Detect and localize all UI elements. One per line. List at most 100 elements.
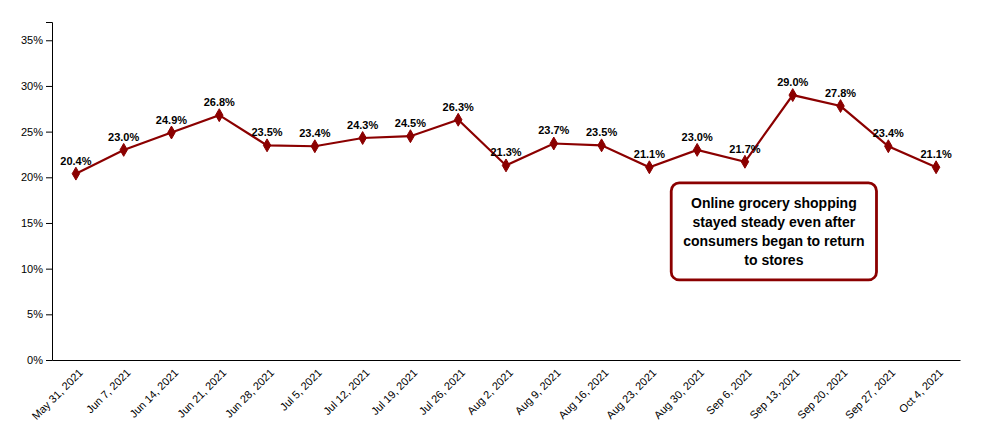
data-label: 23.7% bbox=[538, 124, 569, 136]
y-tick-label: 0% bbox=[27, 354, 43, 366]
x-tick-label: Jun 21, 2021 bbox=[175, 366, 228, 419]
marker bbox=[693, 143, 700, 156]
y-tick-mark bbox=[46, 314, 52, 315]
marker bbox=[789, 89, 796, 102]
x-tick-label: Sep 27, 2021 bbox=[843, 366, 898, 421]
marker bbox=[646, 161, 653, 174]
x-tick-label: Oct 4, 2021 bbox=[897, 366, 946, 415]
data-label: 26.8% bbox=[204, 96, 235, 108]
marker bbox=[837, 100, 844, 113]
x-tick-label: Aug 2, 2021 bbox=[465, 366, 515, 416]
y-tick: 20% bbox=[21, 171, 52, 183]
data-label: 26.3% bbox=[443, 101, 474, 113]
data-label: 23.0% bbox=[108, 131, 139, 143]
marker bbox=[263, 139, 270, 152]
x-tick: Jul 19, 2021 bbox=[369, 366, 420, 417]
y-tick-mark bbox=[46, 132, 52, 133]
x-tick-label: Jun 14, 2021 bbox=[127, 366, 180, 419]
data-label: 24.3% bbox=[347, 119, 378, 131]
x-tick-label: Jun 28, 2021 bbox=[223, 366, 276, 419]
y-tick: 25% bbox=[21, 126, 52, 138]
y-tick: 5% bbox=[27, 308, 52, 320]
y-tick-mark bbox=[46, 40, 52, 41]
marker bbox=[120, 143, 127, 156]
x-tick-label: Sep 13, 2021 bbox=[747, 366, 802, 421]
annotation-line: Online grocery shopping bbox=[691, 195, 857, 211]
chart: 0% 5% 10% 15% 20% 25% 30% 35% May 31, 2021Jun 7,… bbox=[0, 0, 984, 438]
x-tick: Aug 23, 2021 bbox=[604, 366, 659, 421]
x-tick: Sep 20, 2021 bbox=[795, 366, 850, 421]
marker bbox=[454, 113, 461, 126]
y-tick-mark bbox=[46, 269, 52, 270]
marker bbox=[168, 126, 175, 139]
y-tick-label: 10% bbox=[21, 263, 43, 275]
y-tick: 30% bbox=[21, 80, 52, 92]
data-label: 23.5% bbox=[251, 126, 282, 138]
data-label: 23.4% bbox=[299, 127, 330, 139]
x-tick-label: Sep 20, 2021 bbox=[795, 366, 850, 421]
x-tick-label: May 31, 2021 bbox=[29, 366, 85, 422]
x-tick: May 31, 2021 bbox=[29, 366, 85, 422]
x-tick: Jun 14, 2021 bbox=[127, 366, 180, 419]
y-tick-mark bbox=[46, 177, 52, 178]
y-tick: 0% bbox=[27, 354, 52, 366]
x-tick: Jul 12, 2021 bbox=[321, 366, 372, 417]
x-tick-label: Sep 6, 2021 bbox=[704, 366, 754, 416]
x-tick: Sep 27, 2021 bbox=[843, 366, 898, 421]
x-tick-label: Jul 19, 2021 bbox=[369, 366, 420, 417]
marker bbox=[72, 167, 79, 180]
x-tick: Jul 5, 2021 bbox=[277, 366, 324, 413]
x-tick: Jun 7, 2021 bbox=[84, 366, 133, 415]
data-label: 20.4% bbox=[60, 155, 91, 167]
annotation-text: Online grocery shoppingstayed steady eve… bbox=[683, 195, 864, 268]
marker bbox=[598, 139, 605, 152]
line bbox=[76, 95, 936, 174]
y-axis: 0% 5% 10% 15% 20% 25% 30% 35% bbox=[21, 23, 53, 367]
annotation-line: to stores bbox=[744, 252, 803, 268]
x-tick-label: Jul 5, 2021 bbox=[277, 366, 324, 413]
x-tick: Aug 16, 2021 bbox=[556, 366, 611, 421]
x-tick-label: Jul 26, 2021 bbox=[416, 366, 467, 417]
y-tick-label: 25% bbox=[21, 126, 43, 138]
y-tick-mark bbox=[46, 360, 52, 361]
data-label: 21.1% bbox=[921, 148, 952, 160]
y-tick-mark bbox=[46, 86, 52, 87]
x-tick-label: Jun 7, 2021 bbox=[84, 366, 133, 415]
y-tick-label: 15% bbox=[21, 217, 43, 229]
data-labels: 20.4%23.0%24.9%26.8%23.5%23.4%24.3%24.5%… bbox=[60, 76, 952, 167]
y-tick: 15% bbox=[21, 217, 52, 229]
data-label: 24.5% bbox=[395, 117, 426, 129]
y-tick-label: 5% bbox=[27, 308, 43, 320]
marker bbox=[407, 130, 414, 143]
x-tick-label: Aug 23, 2021 bbox=[604, 366, 659, 421]
y-tick-label: 35% bbox=[21, 34, 43, 46]
annotation-box bbox=[671, 183, 876, 280]
marker bbox=[741, 155, 748, 168]
x-tick-label: Aug 9, 2021 bbox=[512, 366, 562, 416]
data-label: 23.5% bbox=[586, 126, 617, 138]
marker bbox=[550, 137, 557, 150]
plot: 0% 5% 10% 15% 20% 25% 30% 35% May 31, 2021Jun 7,… bbox=[21, 23, 961, 422]
x-tick: Jun 21, 2021 bbox=[175, 366, 228, 419]
data-label: 21.7% bbox=[729, 143, 760, 155]
data-label: 27.8% bbox=[825, 87, 856, 99]
data-label: 23.0% bbox=[682, 131, 713, 143]
x-tick-label: Jul 12, 2021 bbox=[321, 366, 372, 417]
y-tick-label: 20% bbox=[21, 171, 43, 183]
x-tick: Sep 6, 2021 bbox=[704, 366, 754, 416]
marker bbox=[311, 140, 318, 153]
x-tick: Sep 13, 2021 bbox=[747, 366, 802, 421]
marks bbox=[72, 89, 940, 180]
marker bbox=[885, 140, 892, 153]
marker bbox=[216, 109, 223, 122]
x-tick: Oct 4, 2021 bbox=[897, 366, 946, 415]
x-axis-line bbox=[53, 360, 961, 361]
x-tick: Aug 9, 2021 bbox=[512, 366, 562, 416]
y-tick: 35% bbox=[21, 34, 52, 46]
y-axis-line bbox=[46, 23, 53, 361]
data-label: 29.0% bbox=[777, 76, 808, 88]
y-tick: 10% bbox=[21, 263, 52, 275]
data-label: 23.4% bbox=[873, 127, 904, 139]
x-tick: Jun 28, 2021 bbox=[223, 366, 276, 419]
data-label: 21.3% bbox=[490, 146, 521, 158]
